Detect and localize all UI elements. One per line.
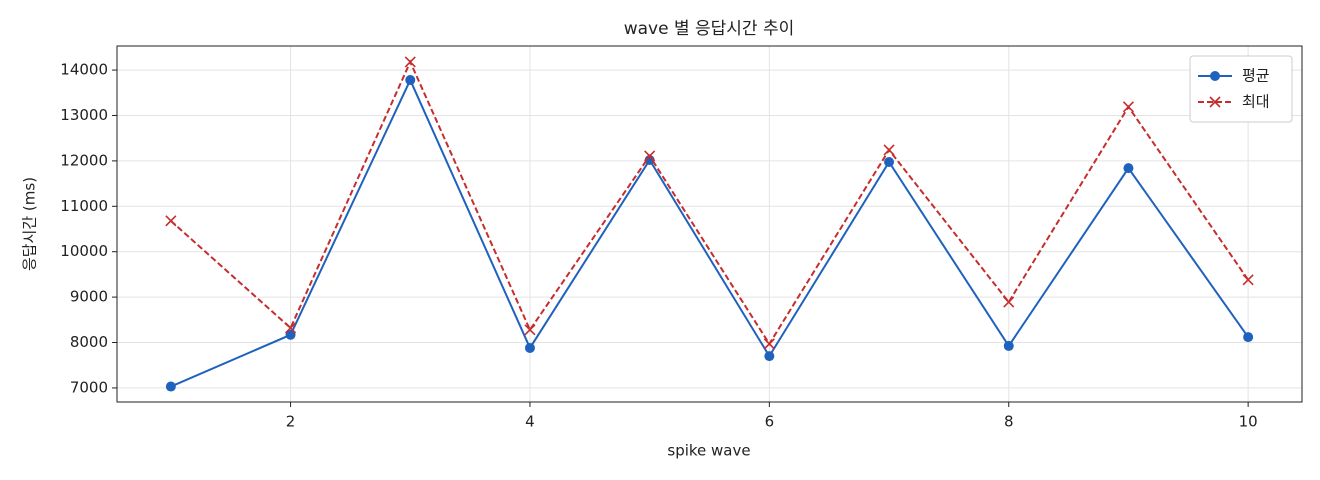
x-axis-label: spike wave	[667, 442, 750, 460]
line	[170, 77, 1249, 388]
marker	[883, 144, 895, 156]
marker	[285, 329, 296, 340]
chart-title: wave 별 응답시간 추이	[624, 19, 795, 39]
marker	[524, 342, 535, 353]
x-tick-label: 2	[286, 413, 296, 431]
marker	[524, 324, 536, 336]
marker	[1003, 296, 1015, 308]
y-tick-label: 10000	[60, 242, 108, 260]
marker	[644, 150, 656, 162]
legend-label: 평균	[1242, 67, 1270, 85]
marker	[405, 75, 416, 86]
y-tick-label: 13000	[60, 106, 108, 124]
marker	[404, 56, 416, 68]
y-tick-label: 7000	[70, 378, 108, 396]
x-tick-label: 10	[1239, 413, 1258, 431]
x-tick-label: 6	[765, 413, 775, 431]
marker	[284, 322, 297, 334]
marker	[764, 351, 775, 362]
x-tick-label: 8	[1004, 413, 1014, 431]
marker	[1122, 101, 1135, 113]
plot-frame	[116, 45, 1303, 403]
legend-label: 최대	[1242, 93, 1270, 111]
y-tick-label: 14000	[60, 61, 108, 79]
legend-box	[1189, 55, 1293, 123]
marker	[1242, 274, 1254, 286]
marker	[1003, 340, 1014, 351]
marker	[165, 215, 177, 227]
y-axis-label: 응답시간 (ms)	[21, 177, 39, 271]
y-tick-label: 12000	[60, 151, 108, 169]
marker	[884, 157, 895, 168]
legend-marker	[1210, 71, 1220, 81]
marker	[165, 381, 176, 392]
y-tick-label: 9000	[70, 288, 108, 306]
marker	[763, 338, 775, 350]
marker	[1243, 332, 1254, 343]
y-tick-label: 11000	[60, 197, 108, 215]
y-tick-label: 8000	[70, 333, 108, 351]
line	[170, 59, 1249, 346]
marker	[1123, 163, 1134, 174]
legend-marker	[1209, 96, 1221, 108]
x-tick-label: 4	[525, 413, 535, 431]
